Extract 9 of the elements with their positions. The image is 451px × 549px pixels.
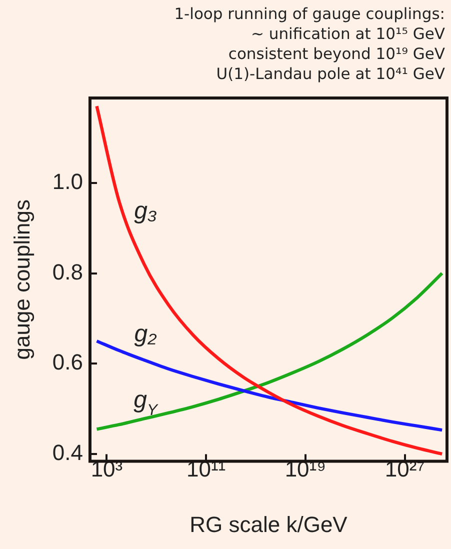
y-tick-label: 0.4 <box>52 440 83 466</box>
x-axis-title: RG scale k/GeV <box>190 512 348 537</box>
y-axis-title: gauge couplings <box>9 199 34 360</box>
y-tick-label: 0.8 <box>52 259 83 284</box>
series-label: g₃ <box>134 198 157 225</box>
series-label: g₂ <box>134 320 157 348</box>
chart-title: 1-loop running of gauge couplings: ~ unification at 10¹⁵ GeV consistent beyond 10¹⁹ GeV U(1)-Landau pole at 10⁴¹ GeV <box>174 4 445 84</box>
y-tick-label: 0.6 <box>52 350 83 375</box>
y-tick-label: 1.0 <box>52 168 83 194</box>
